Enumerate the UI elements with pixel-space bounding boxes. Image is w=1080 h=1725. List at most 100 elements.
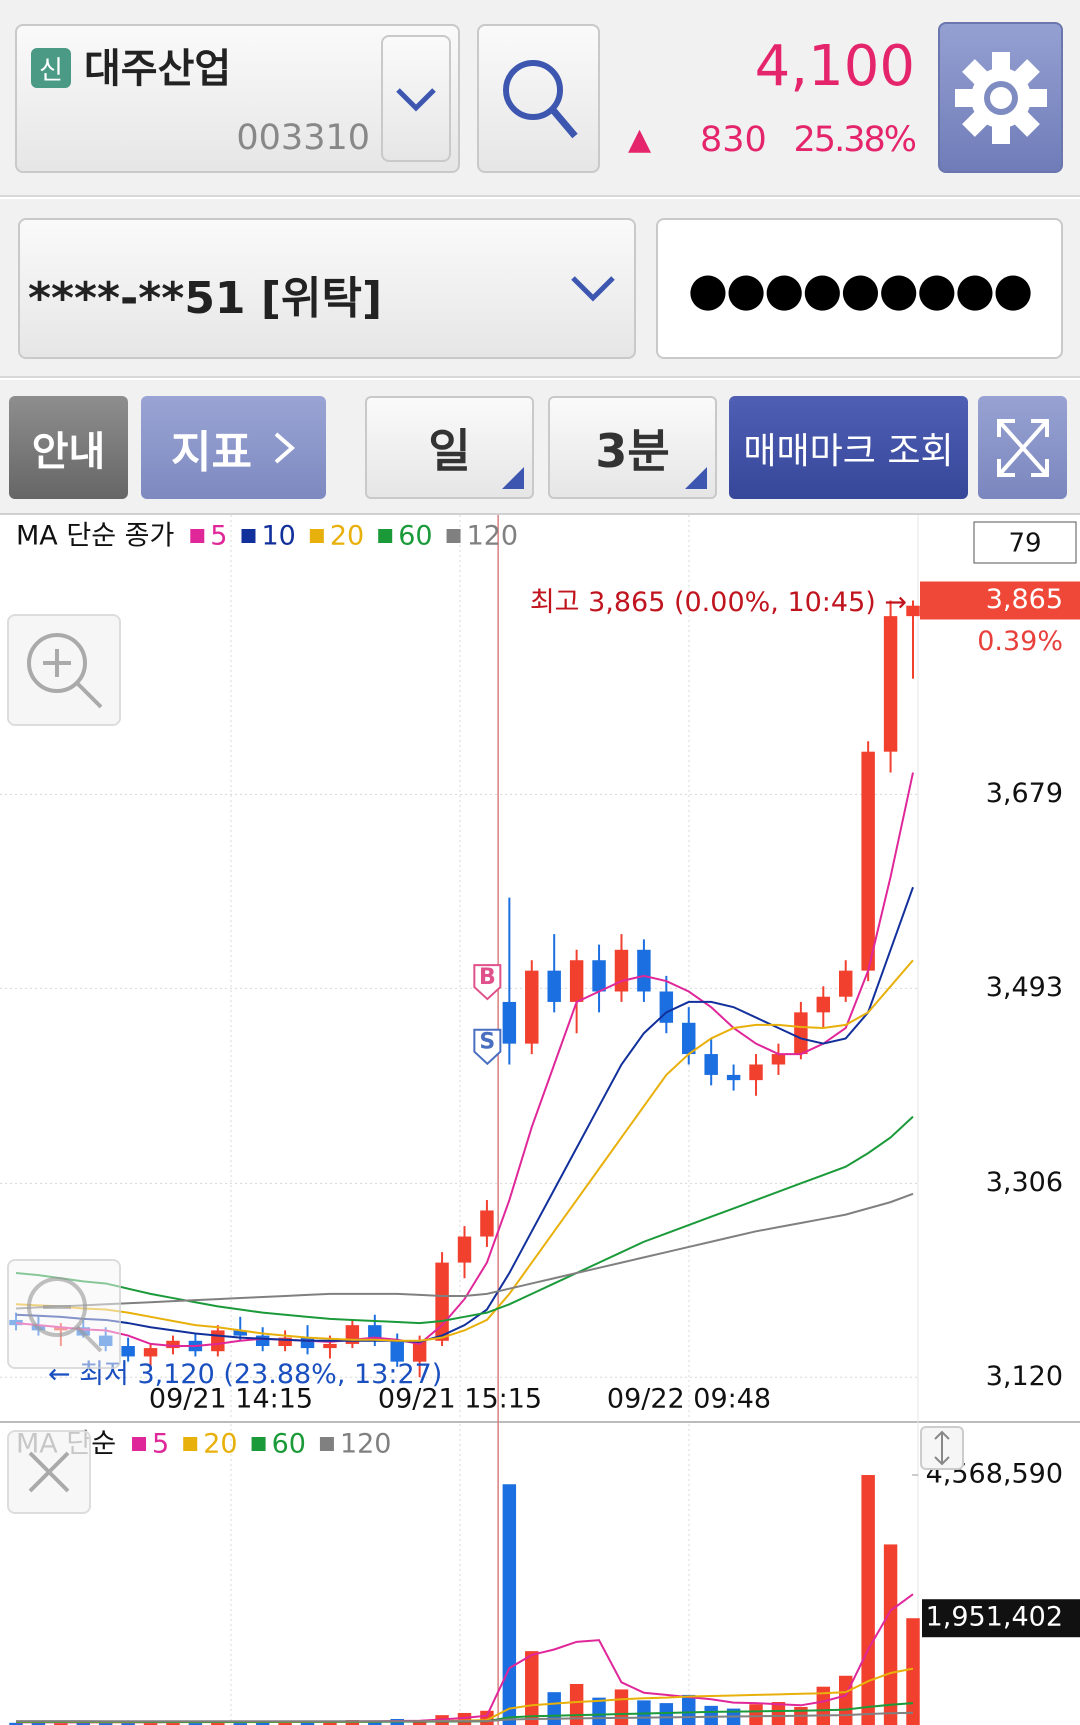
candle-body <box>771 1054 786 1065</box>
change-rate: 25.38% <box>793 120 917 160</box>
y-tick-label: 3,679 <box>986 778 1063 809</box>
candle-body <box>592 960 606 992</box>
legend-label: 5 <box>152 1429 169 1460</box>
high-annotation: 최고 3,865 (0.00%, 10:45) → <box>530 587 907 618</box>
legend-label: 5 <box>210 521 227 552</box>
zoom-in-icon <box>27 633 103 709</box>
y-tick-label: 1,951,402 <box>926 1602 1063 1633</box>
candle-body <box>166 1340 180 1349</box>
last-price-label: 3,865 <box>986 584 1063 615</box>
candle-body <box>794 1012 808 1055</box>
current-volume-tag <box>922 1599 1080 1638</box>
chevron-icon <box>396 87 436 112</box>
stock-dropdown[interactable] <box>381 35 451 162</box>
interval-button[interactable]: 3분 <box>548 396 717 499</box>
y-tick-label: 3,120 <box>986 1361 1063 1392</box>
indicator-label: 지표 <box>171 426 252 478</box>
interval-label: 3분 <box>595 423 670 478</box>
candle-body <box>726 1074 741 1081</box>
volume-bar <box>278 1721 292 1725</box>
volume-bar <box>614 1689 629 1725</box>
volume-bar <box>300 1722 315 1725</box>
close-volume-button[interactable] <box>7 1430 91 1514</box>
last-change: 0.39% <box>977 626 1063 657</box>
indicator-button[interactable]: 지표 <box>141 396 326 499</box>
trade-marker-label: B <box>479 965 496 990</box>
volume-bar <box>9 1722 23 1725</box>
volume-bar <box>771 1702 786 1725</box>
guide-button[interactable]: 안내 <box>9 396 128 499</box>
trade-marker <box>473 1028 502 1066</box>
volume-bar <box>255 1721 270 1725</box>
volume-bar <box>883 1544 898 1725</box>
legend-swatch <box>251 1437 266 1451</box>
password-field[interactable]: ●●●●●●●●● <box>656 218 1063 359</box>
volume-bar <box>54 1723 68 1725</box>
candle-body <box>480 1210 494 1237</box>
badge: 신 <box>31 48 71 88</box>
candle-body <box>547 970 561 1002</box>
trade-marks-button[interactable]: 매매마크 조회 <box>729 396 968 499</box>
legend-label: 10 <box>261 521 295 552</box>
candle-body <box>614 949 629 992</box>
search-button[interactable] <box>477 24 600 173</box>
corner-mark <box>502 467 524 489</box>
candle-body <box>255 1335 270 1347</box>
candle-body <box>323 1343 337 1349</box>
ma-line <box>15 772 914 1348</box>
candle-body <box>637 949 651 992</box>
zoom-out-button[interactable] <box>7 1259 121 1369</box>
candle-body <box>682 1022 696 1055</box>
count-label: 79 <box>1008 529 1041 559</box>
volume-bar <box>143 1723 158 1725</box>
candle-body <box>211 1330 225 1352</box>
legend-swatch <box>241 529 256 543</box>
candle-body <box>906 605 920 617</box>
period-button[interactable]: 일 <box>365 396 534 499</box>
legend-swatch <box>319 1437 334 1451</box>
candle-body <box>525 970 539 1044</box>
updown-icon <box>934 1430 950 1466</box>
volume-bar <box>659 1703 674 1725</box>
legend-label: 120 <box>340 1429 392 1460</box>
y-tick-label: 3,306 <box>986 1167 1063 1198</box>
period-label: 일 <box>428 423 471 478</box>
candle-body <box>861 751 875 971</box>
legend-label: 20 <box>203 1429 237 1460</box>
close-icon <box>28 1451 70 1493</box>
volume-bar <box>368 1721 382 1725</box>
ma-line <box>15 959 914 1342</box>
scale-button[interactable] <box>920 1426 964 1470</box>
trade-marker <box>473 964 502 1001</box>
volume-bar <box>76 1722 91 1725</box>
candle-body <box>121 1346 135 1357</box>
candle-body <box>233 1330 247 1336</box>
legend-swatch <box>190 529 205 543</box>
ma-line <box>15 1115 914 1325</box>
y-tick-label: 3,493 <box>986 972 1063 1003</box>
search-icon <box>502 59 578 138</box>
gear-icon <box>954 51 1047 144</box>
last-price-tag <box>920 581 1080 620</box>
legend-swatch <box>378 529 393 543</box>
x-tick-label: 09/21 14:15 <box>149 1384 313 1415</box>
candle-body <box>412 1340 427 1362</box>
x-tick-label: 09/21 15:15 <box>378 1384 542 1415</box>
chevron-icon <box>571 276 615 302</box>
legend-label: 20 <box>330 521 364 552</box>
expand-button[interactable] <box>978 396 1067 499</box>
candle-body <box>502 1001 517 1044</box>
volume-bar <box>188 1722 203 1725</box>
legend-label: 60 <box>272 1429 306 1460</box>
stock-name: 대주산업 <box>84 46 232 92</box>
settings-button[interactable] <box>938 22 1063 173</box>
candle-body <box>143 1348 158 1357</box>
zoom-in-button[interactable] <box>7 614 121 726</box>
volume-bar <box>502 1484 517 1725</box>
volume-bar <box>166 1721 180 1725</box>
volume-bar <box>31 1721 46 1725</box>
volume-bar <box>861 1475 875 1725</box>
change: 830 <box>700 120 767 160</box>
account-selector[interactable] <box>18 218 636 359</box>
expand-icon <box>996 418 1049 477</box>
